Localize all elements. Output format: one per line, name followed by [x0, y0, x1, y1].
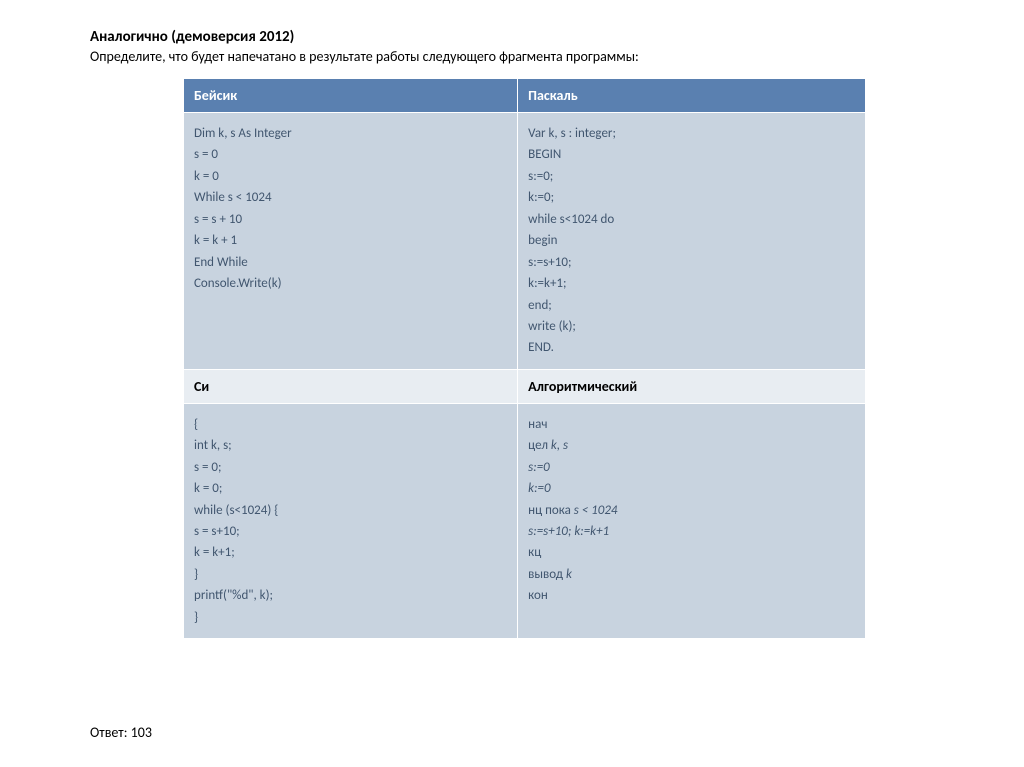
header-pascal: Паскаль [518, 79, 866, 113]
page-subheading: Определите, что будет напечатано в резул… [90, 48, 1024, 65]
answer-text: Ответ: 103 [90, 724, 152, 741]
code-pascal: Var k, s : integer; BEGIN s:=0; k:=0; wh… [518, 113, 866, 370]
code-table: Бейсик Паскаль Dim k, s As Integer s = 0… [182, 77, 867, 640]
code-algo: начцел k, ss:=0k:=0нц пока s < 1024s:=s+… [518, 403, 866, 638]
header-c: Си [184, 369, 518, 403]
page-heading: Аналогично (демоверсия 2012) [90, 28, 1024, 46]
header-basic: Бейсик [184, 79, 518, 113]
header-algo: Алгоритмический [518, 369, 866, 403]
code-c: { int k, s; s = 0; k = 0; while (s<1024)… [184, 403, 518, 638]
code-basic: Dim k, s As Integer s = 0 k = 0 While s … [184, 113, 518, 370]
